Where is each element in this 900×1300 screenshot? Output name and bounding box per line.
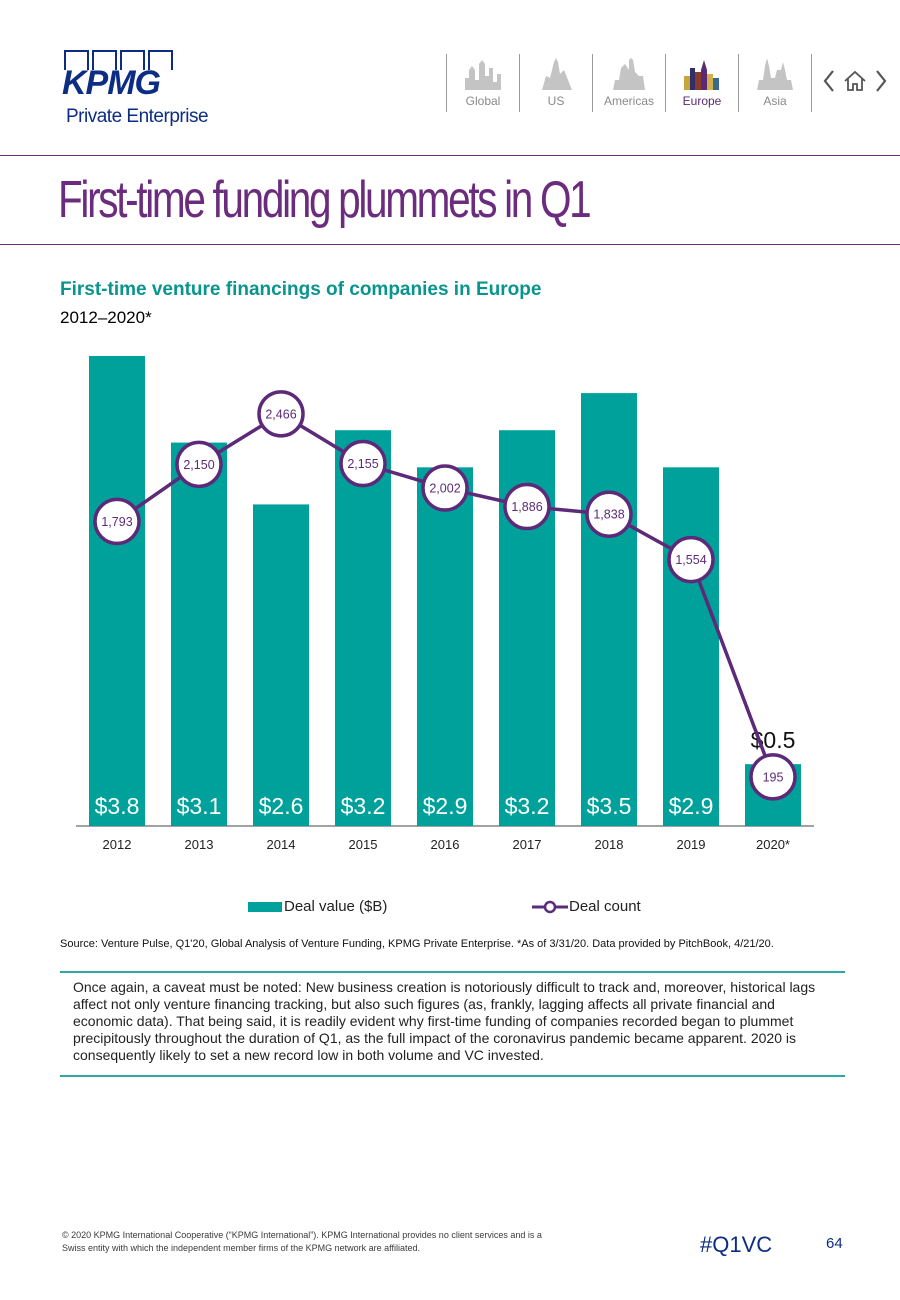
us-skyline-icon: [542, 58, 572, 90]
logo-wordmark: KPMG: [62, 64, 161, 102]
x-tick-label: 2012: [103, 837, 132, 852]
bar-deal-value: [89, 356, 145, 826]
deal-count-marker: [175, 440, 223, 489]
legend-item-deal-count: Deal count: [532, 898, 641, 915]
bar-value-label: $2.9: [423, 793, 468, 819]
deal-count-label: 2,155: [347, 457, 378, 471]
deal-count-marker: [93, 497, 141, 546]
title-rule: [0, 244, 900, 245]
legend-item-deal-value: Deal value ($B): [248, 898, 387, 915]
deal-count-label: 1,886: [511, 500, 542, 514]
deal-count-label: 195: [763, 770, 784, 784]
asia-skyline-icon: [757, 58, 793, 90]
hashtag: #Q1VC: [700, 1232, 773, 1257]
page-nav-buttons: [820, 68, 890, 99]
deal-count-label: 1,838: [593, 508, 624, 522]
bar-value-label: $2.6: [259, 793, 304, 819]
x-tick-label: 2014: [267, 837, 296, 852]
region-label: Europe: [682, 94, 722, 108]
commentary-text: Once again, a caveat must be noted: New …: [73, 979, 816, 1063]
bar-deal-value: [663, 467, 719, 826]
logo-boxes: [64, 50, 178, 72]
bar-value-label: $3.1: [177, 793, 222, 819]
region-tab-asia[interactable]: Asia: [738, 54, 812, 112]
footer-copyright: © 2020 KPMG International Cooperative (“…: [62, 1230, 542, 1253]
region-tab-us[interactable]: US: [519, 54, 592, 112]
logo-subtitle: Private Enterprise: [66, 106, 209, 127]
bar-value-label: $2.9: [669, 793, 714, 819]
x-tick-label: 2016: [431, 837, 460, 852]
bar-deal-value: [171, 442, 227, 826]
header-rule: [0, 155, 900, 156]
region-tab-europe[interactable]: Europe: [665, 54, 738, 112]
region-label: Asia: [763, 94, 787, 108]
bar-value-label: $3.2: [505, 793, 550, 819]
bar-deal-value: [335, 430, 391, 826]
combo-chart: $3.8 2012 $3.1 2013 $2.6 2014 $3.2 2015 $2.9 2016…: [76, 356, 814, 852]
x-tick-label: 2018: [595, 837, 624, 852]
deal-count-marker: [585, 490, 633, 538]
x-tick-label: 2017: [513, 837, 542, 852]
europe-skyline-icon: [684, 60, 719, 90]
deal-count-label: 2,002: [429, 482, 460, 496]
home-icon[interactable]: [842, 68, 868, 99]
deal-count-label: 1,793: [101, 515, 132, 529]
deal-count-label: 2,150: [183, 458, 214, 472]
bar-deal-value: [581, 393, 637, 826]
deal-count-marker: [257, 390, 305, 438]
legend-label: Deal value ($B): [284, 898, 388, 915]
bar-value-label: $3.2: [341, 793, 386, 819]
deal-count-marker: [421, 464, 469, 512]
bar-value-label: $3.5: [587, 793, 632, 819]
legend-swatch-bar: [248, 901, 282, 912]
deal-count-marker: [339, 439, 387, 488]
kpmg-logo: KPMG Private Enterprise: [62, 50, 222, 130]
region-label: Global: [465, 94, 501, 108]
legend-label: Deal count: [569, 898, 641, 915]
deal-count-label: 2,466: [265, 407, 296, 421]
deal-count-label: 1,554: [675, 553, 706, 567]
bar-deal-value: [253, 504, 309, 826]
chevron-left-icon[interactable]: [820, 68, 838, 99]
source-note: Source: Venture Pulse, Q1'20, Global Ana…: [60, 938, 774, 950]
deal-count-marker: [667, 535, 715, 584]
americas-skyline-icon: [613, 58, 645, 90]
region-label: US: [547, 94, 565, 108]
deal-count-marker: [503, 482, 551, 531]
x-tick-label: 2019: [677, 837, 706, 852]
chart-title: First-time venture financings of compani…: [60, 279, 542, 300]
x-tick-label: 2020*: [756, 837, 790, 852]
region-tab-americas[interactable]: Americas: [592, 54, 665, 112]
deal-count-marker: [749, 753, 797, 801]
region-label: Americas: [603, 94, 654, 108]
page-title: First-time funding plummets in Q1: [58, 171, 592, 229]
global-skyline-icon: [465, 60, 501, 90]
page-number: 64: [826, 1235, 843, 1252]
region-nav: Global US Americas Europe Asia: [446, 54, 812, 112]
chart-subtitle: 2012–2020*: [60, 308, 152, 327]
commentary-box: Once again, a caveat must be noted: New …: [60, 971, 845, 1077]
x-tick-label: 2015: [349, 837, 378, 852]
region-tab-global[interactable]: Global: [446, 54, 519, 112]
x-tick-label: 2013: [185, 837, 214, 852]
bar-value-label: $3.8: [95, 793, 140, 819]
chevron-right-icon[interactable]: [872, 68, 890, 99]
bar-deal-value: [417, 467, 473, 826]
legend-swatch-line: [532, 900, 568, 913]
